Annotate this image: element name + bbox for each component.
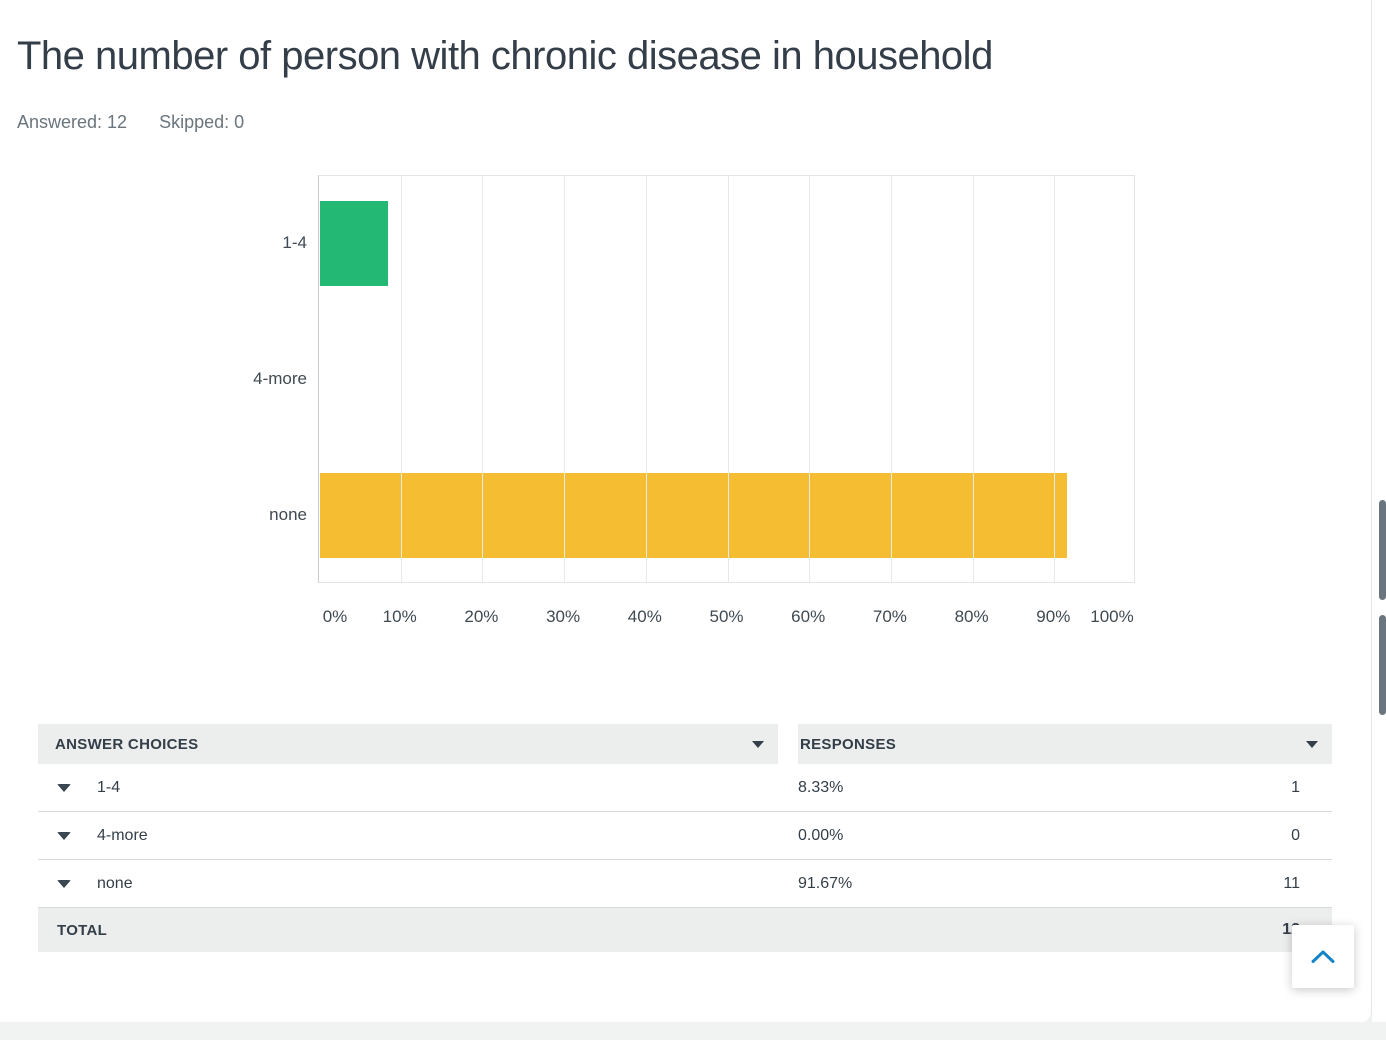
row-expand-icon[interactable] xyxy=(57,783,71,792)
page-footer-strip xyxy=(0,1022,1386,1040)
gridline xyxy=(727,176,729,582)
total-label: TOTAL xyxy=(57,921,108,939)
answer-choices-label: ANSWER CHOICES xyxy=(55,735,199,753)
skipped-count: Skipped: 0 xyxy=(159,112,245,132)
question-title: The number of person with chronic diseas… xyxy=(17,34,993,78)
answered-count: Answered: 12 xyxy=(17,112,128,132)
response-percent: 91.67% xyxy=(798,874,853,892)
gridline xyxy=(809,176,811,582)
y-axis-label-4-more: 4-more xyxy=(253,369,307,388)
header-gap xyxy=(778,724,798,764)
row-expand-icon[interactable] xyxy=(57,831,71,840)
y-axis-label-1-4: 1-4 xyxy=(282,233,307,252)
table-row: 4-more 0.00% 0 xyxy=(38,812,1332,860)
x-axis-tick-label: 70% xyxy=(872,607,907,626)
header-answer-choices[interactable]: ANSWER CHOICES xyxy=(38,724,778,764)
response-count: 0 xyxy=(1291,826,1300,844)
bar-1-4 xyxy=(320,201,388,286)
gridline xyxy=(400,176,402,582)
x-axis-tick-label: 40% xyxy=(627,607,662,626)
x-axis-tick-label: 20% xyxy=(464,607,499,626)
chart-plot-area xyxy=(318,175,1135,583)
bar-none xyxy=(320,473,1068,558)
x-axis-tick-label: 100% xyxy=(1090,607,1134,626)
gridline xyxy=(1054,176,1056,582)
answer-choice-label: 4-more xyxy=(97,826,148,844)
x-axis: 0% 10% 20% 30% 40% 50% 60% 70% 80% 90% 100% xyxy=(318,607,1135,629)
gridline xyxy=(564,176,566,582)
scrollbar-thumb[interactable] xyxy=(1379,500,1386,600)
response-count: 1 xyxy=(1291,778,1300,796)
chevron-up-icon xyxy=(1311,950,1335,963)
answer-choice-label: 1-4 xyxy=(97,778,121,796)
x-axis-tick-label: 30% xyxy=(546,607,581,626)
gridline xyxy=(645,176,647,582)
gridline xyxy=(972,176,974,582)
x-axis-tick-label: 80% xyxy=(954,607,989,626)
x-axis-tick-label: 50% xyxy=(709,607,744,626)
scrollbar-thumb[interactable] xyxy=(1379,615,1386,715)
response-percent: 0.00% xyxy=(798,826,844,844)
gridline xyxy=(482,176,484,582)
scroll-to-top-button[interactable] xyxy=(1292,925,1354,988)
answer-choice-label: none xyxy=(97,874,133,892)
x-axis-tick-label: 60% xyxy=(791,607,826,626)
y-axis-label-none: none xyxy=(269,505,307,524)
response-percent: 8.33% xyxy=(798,778,844,796)
table-row: none 91.67% 11 xyxy=(38,860,1332,908)
sort-arrow-icon[interactable] xyxy=(1306,740,1318,748)
response-meta: Answered: 12 Skipped: 0 xyxy=(17,112,276,133)
responses-label: RESPONSES xyxy=(800,735,897,753)
bar-chart: 0% 10% 20% 30% 40% 50% 60% 70% 80% 90% 100% xyxy=(318,175,1135,635)
table-row: 1-4 8.33% 1 xyxy=(38,764,1332,812)
row-expand-icon[interactable] xyxy=(57,879,71,888)
results-panel: The number of person with chronic diseas… xyxy=(0,0,1372,1022)
gridline xyxy=(890,176,892,582)
table-header-row: ANSWER CHOICES RESPONSES xyxy=(38,724,1332,764)
answer-table: ANSWER CHOICES RESPONSES 1-4 8.33% 1 xyxy=(38,724,1332,952)
table-total-row: TOTAL 12 xyxy=(38,908,1332,952)
x-axis-tick-label: 10% xyxy=(382,607,417,626)
sort-arrow-icon[interactable] xyxy=(752,740,764,748)
header-responses[interactable]: RESPONSES xyxy=(798,724,1332,764)
response-count: 11 xyxy=(1283,874,1300,892)
x-axis-tick-label: 90% xyxy=(1036,607,1071,626)
x-axis-tick-label: 0% xyxy=(322,607,348,626)
